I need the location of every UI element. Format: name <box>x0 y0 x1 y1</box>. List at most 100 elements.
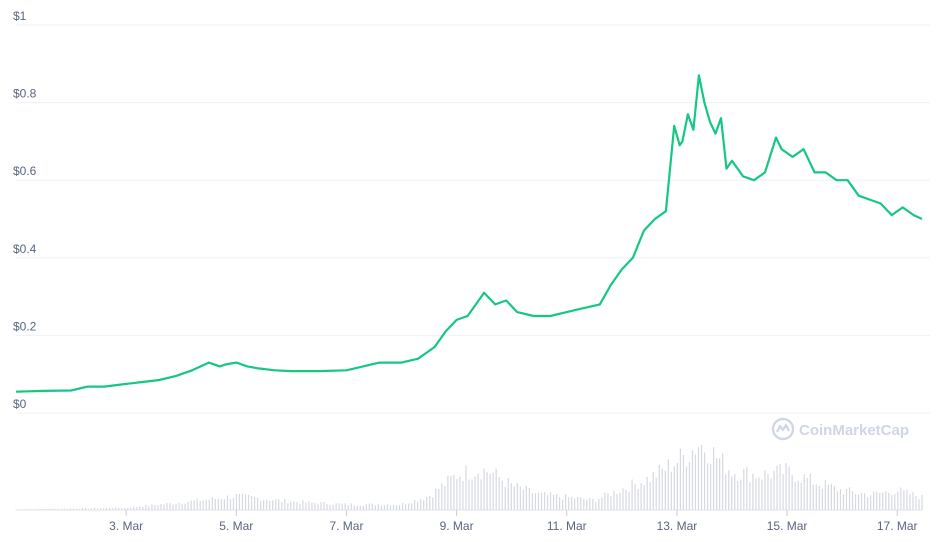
volume-bar <box>450 476 452 510</box>
volume-bar <box>106 507 108 510</box>
volume-bar <box>598 499 600 510</box>
volume-bar <box>743 468 745 510</box>
volume-bar <box>133 506 135 510</box>
volume-bar <box>643 485 645 510</box>
volume-bar <box>21 509 23 510</box>
volume-bar <box>432 497 434 510</box>
volume-bar <box>332 504 334 510</box>
volume-bar <box>625 489 627 510</box>
volume-bar <box>676 462 678 510</box>
volume-bar <box>96 508 99 510</box>
volume-bar <box>740 479 742 510</box>
volume-bar <box>115 507 117 510</box>
x-tick-label: 7. Mar <box>329 519 363 533</box>
volume-bar <box>706 463 709 510</box>
price-line <box>15 74 923 393</box>
volume-bar <box>341 503 343 510</box>
volume-bar <box>749 482 751 510</box>
volume-bar <box>139 506 141 510</box>
volume-bar <box>284 498 286 510</box>
volume-bar <box>299 503 301 510</box>
volume-bar <box>592 498 594 510</box>
volume-bar <box>658 464 660 510</box>
volume-bar <box>293 501 295 510</box>
volume-bar <box>882 492 884 510</box>
volume-bar <box>178 502 180 510</box>
volume-bar <box>637 489 639 510</box>
volume-bar <box>247 494 250 510</box>
volume-bar <box>513 486 515 510</box>
grid-lines <box>16 24 930 511</box>
volume-bar <box>184 503 186 510</box>
volume-bar <box>411 503 413 510</box>
volume-bar <box>368 503 370 510</box>
volume-bar <box>912 492 914 510</box>
volume-bar <box>540 492 543 510</box>
volume-bar <box>734 473 736 510</box>
volume-bar <box>266 499 268 510</box>
volume-bar <box>649 482 651 510</box>
volume-bar <box>308 501 310 510</box>
x-tick-label: 13. Mar <box>657 519 698 533</box>
volume-bar <box>791 475 793 510</box>
volume-bar <box>604 492 606 510</box>
volume-bar <box>574 498 576 510</box>
volume-bar <box>861 492 863 510</box>
volume-bar <box>392 504 395 510</box>
volume-bar <box>824 480 826 510</box>
volume-bar <box>175 503 177 510</box>
volume-bar <box>830 483 832 510</box>
volume-bar <box>112 508 114 510</box>
volume-bar <box>275 499 277 510</box>
volume-bar <box>477 473 479 510</box>
volume-bar <box>752 473 754 510</box>
volume-bar <box>685 466 688 510</box>
volume-bar <box>565 494 567 510</box>
volume-bar <box>48 508 50 510</box>
y-tick-label: $0.2 <box>13 319 37 333</box>
volume-bar <box>601 497 603 510</box>
volume-bar <box>731 476 733 510</box>
x-tick-label: 15. Mar <box>767 519 808 533</box>
volume-bar <box>202 500 204 510</box>
volume-bar <box>383 505 386 510</box>
volume-bar <box>577 497 579 510</box>
volume-bar <box>915 496 917 510</box>
volume-bar <box>836 491 839 510</box>
x-tick-label: 17. Mar <box>877 519 918 533</box>
volume-bar <box>75 508 77 510</box>
volume-bar <box>622 488 624 510</box>
volume-bar <box>81 508 84 510</box>
volume-bar <box>679 448 681 510</box>
x-axis-ticks: 3. Mar 5. Mar 7. Mar 9. Mar 11. Mar 13. Mar 15… <box>109 510 918 533</box>
volume-bar <box>456 478 458 510</box>
volume-bar <box>459 476 461 510</box>
volume-bar <box>525 485 527 510</box>
volume-bar <box>652 471 654 510</box>
volume-bar <box>888 492 890 510</box>
volume-bar <box>320 502 322 510</box>
x-tick-label: 9. Mar <box>440 519 474 533</box>
volume-bar <box>199 501 201 510</box>
volume-bar <box>244 494 247 510</box>
volume-bar <box>154 505 156 510</box>
volume-bar <box>495 468 497 510</box>
volume-bar <box>522 489 524 510</box>
volume-bar <box>229 499 232 510</box>
volume-bar <box>226 495 228 510</box>
volume-bar <box>589 497 591 510</box>
volume-bar <box>465 465 467 510</box>
volume-bar <box>404 504 407 510</box>
volume-bar <box>453 474 455 510</box>
volume-bar <box>903 490 905 510</box>
volume-bar <box>921 494 923 510</box>
volume-bar <box>782 474 784 510</box>
volume-bar <box>269 500 271 510</box>
volume-bar <box>84 508 87 510</box>
volume-bar <box>69 508 71 510</box>
volume-bar <box>682 455 685 510</box>
volume-bar <box>767 474 769 510</box>
volume-bar <box>365 504 367 510</box>
volume-bar <box>894 494 896 510</box>
